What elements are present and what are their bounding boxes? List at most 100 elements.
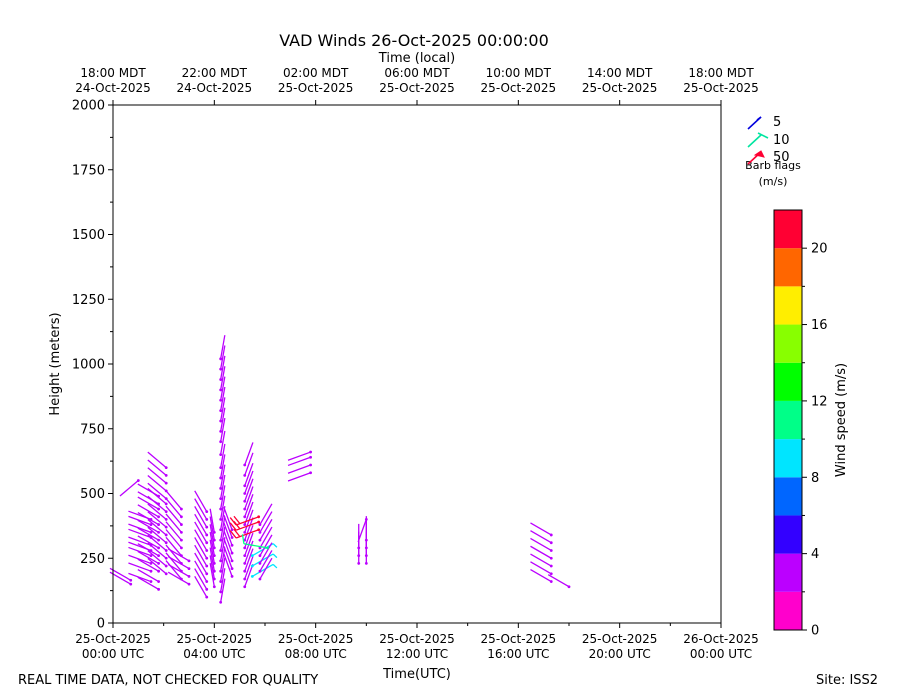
wind-barb: [128, 546, 153, 558]
wind-barb: [137, 535, 161, 550]
top-tick-time: 22:00 MDT: [182, 66, 248, 80]
legend-label: 10: [773, 133, 790, 148]
wind-barb: [194, 544, 209, 568]
wind-barb: [147, 557, 168, 576]
barb-staff: [165, 544, 182, 564]
barb-staff: [194, 568, 208, 590]
barb-staff: [137, 576, 159, 590]
wind-barb: [137, 550, 161, 565]
wind-barb: [128, 562, 153, 573]
x-tick-time: 08:00 UTC: [285, 647, 347, 661]
wind-barb: [209, 547, 216, 573]
barb-staff: [194, 552, 208, 575]
wind-barb: [165, 505, 183, 526]
wind-barb: [219, 537, 226, 563]
x-tick-date: 25-Oct-2025: [75, 632, 151, 646]
wind-barb: [147, 459, 168, 477]
barb-staff: [530, 522, 552, 536]
wind-barb: [147, 503, 168, 521]
wind-barb: [147, 526, 168, 545]
barb-staff: [194, 544, 208, 567]
wind-barb: [147, 542, 168, 560]
wind-barb: [223, 506, 234, 532]
top-tick-date: 24-Oct-2025: [75, 81, 151, 95]
wind-barb: [219, 366, 226, 392]
wind-barb: [194, 521, 209, 545]
wind-barb: [258, 542, 273, 565]
wind-barb: [219, 430, 226, 457]
barb-staff: [530, 545, 552, 559]
top-tick-time: 02:00 MDT: [283, 66, 349, 80]
wind-barb: [137, 527, 161, 542]
barb-staff: [220, 495, 226, 520]
barb-staff: [223, 506, 233, 530]
barb-staff: [223, 545, 233, 569]
barb-staff: [165, 552, 182, 572]
wind-barb: [258, 534, 273, 558]
colorbar-bin: [774, 400, 802, 440]
legend-half-barb: [756, 116, 762, 121]
barb-staff: [137, 558, 159, 572]
legend-barb-10: [747, 132, 769, 148]
colorbar-bin: [774, 248, 802, 287]
barb-staff: [220, 376, 226, 401]
wind-barb: [147, 451, 168, 469]
barb-staff: [194, 506, 208, 528]
wind-barb: [530, 530, 553, 545]
barb-staff: [147, 557, 167, 575]
barb-staff: [244, 563, 254, 587]
barb-staff: [259, 542, 273, 564]
barb-half: [272, 543, 278, 548]
wind-barb: [243, 486, 254, 511]
barb-staff: [137, 496, 159, 510]
colorbar-bin: [774, 286, 802, 325]
colorbar-bin: [774, 439, 802, 478]
barb-staff: [128, 536, 152, 546]
barb-staff: [223, 538, 233, 562]
wind-barb: [530, 545, 553, 560]
wind-barb: [219, 417, 226, 444]
barb-staff: [194, 529, 208, 551]
barb-staff: [220, 506, 226, 530]
barb-staff: [357, 519, 367, 543]
top-tick-date: 25-Oct-2025: [683, 81, 759, 95]
wind-barb: [194, 490, 209, 514]
barb-staff: [252, 563, 274, 577]
wind-barb: [243, 494, 254, 519]
barb-staff: [259, 511, 273, 533]
legend-caption: Barb flags: [745, 159, 801, 172]
y-tick-label: 1500: [72, 228, 105, 243]
wind-barb: [165, 529, 183, 550]
barb-staff: [147, 451, 167, 469]
barb-staff: [137, 527, 159, 541]
legend-label: 5: [773, 115, 781, 130]
x-tick-time: 00:00 UTC: [82, 647, 144, 661]
wind-barb: [209, 516, 216, 542]
barb-staff: [530, 561, 552, 575]
barb-staff: [220, 355, 226, 380]
wind-barb: [219, 386, 226, 413]
wind-barb: [229, 515, 261, 526]
barb-staff: [147, 503, 167, 520]
wind-barb: [147, 474, 168, 493]
barb-staff: [165, 529, 182, 549]
wind-barb: [119, 479, 140, 497]
x-axis-label: Time(UTC): [382, 667, 451, 682]
barb-staff: [209, 562, 215, 587]
barb-staff: [165, 505, 182, 525]
barb-staff: [194, 490, 208, 512]
barb-staff: [209, 539, 215, 564]
barb-staff: [147, 511, 167, 528]
barb-staff: [194, 560, 208, 582]
barb-full: [241, 534, 245, 544]
wind-barb: [229, 528, 261, 539]
barb-staff: [259, 519, 273, 541]
x-tick-date: 25-Oct-2025: [481, 632, 557, 646]
colorbar-bin: [774, 515, 802, 554]
wind-barb: [167, 563, 191, 578]
top-tick-time: 10:00 MDT: [486, 66, 552, 80]
wind-barb: [137, 504, 161, 519]
wind-barb: [209, 531, 216, 558]
y-tick-label: 1750: [72, 163, 105, 178]
barb-staff: [194, 498, 208, 520]
